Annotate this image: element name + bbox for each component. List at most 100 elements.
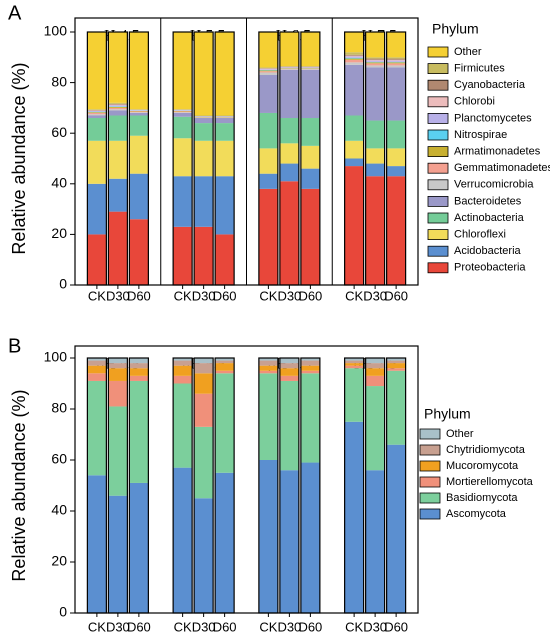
bar-segment — [108, 102, 128, 104]
bar-segment — [258, 68, 278, 69]
bar-segment — [87, 380, 107, 476]
bar-segment — [279, 66, 299, 67]
bar-segment — [300, 462, 320, 613]
legend-label: Proteobacteria — [454, 262, 526, 274]
bar-segment — [386, 166, 406, 177]
x-tick-label: CK — [259, 619, 277, 634]
bar-segment — [386, 58, 406, 60]
legend-swatch — [427, 195, 449, 207]
bar-segment — [365, 67, 385, 121]
bar-segment — [386, 444, 406, 613]
y-tick-label: 20 — [51, 553, 67, 569]
x-tick-label: D60 — [127, 288, 151, 303]
bar-segment — [108, 110, 128, 116]
bar-segment — [365, 58, 385, 60]
bar-segment — [108, 103, 128, 105]
x-tick-label: D30 — [363, 619, 387, 634]
bar-segment — [108, 106, 128, 107]
bar-segment — [344, 365, 364, 369]
bar-segment — [87, 112, 107, 113]
legend-label: Planctomycetes — [454, 112, 532, 124]
bar-segment — [300, 67, 320, 68]
bar-segment — [215, 360, 235, 364]
bar-segment — [87, 114, 107, 116]
bar-segment — [129, 135, 149, 174]
bar-segment — [344, 56, 364, 58]
bar-segment — [300, 68, 320, 69]
bar-segment — [386, 63, 406, 66]
x-tick-label: CK — [259, 288, 277, 303]
bar-segment — [87, 373, 107, 381]
bar-segment — [365, 60, 385, 62]
legend-label: Mucoromycota — [446, 460, 519, 472]
bar-segment — [365, 368, 385, 376]
bar-segment — [194, 393, 214, 427]
bar-segment — [173, 138, 193, 177]
bar-segment — [300, 358, 320, 361]
bar-segment — [194, 117, 214, 119]
bar-segment — [108, 358, 128, 364]
bar-segment — [344, 166, 364, 285]
bar-segment — [386, 360, 406, 364]
bar-segment — [258, 460, 278, 613]
x-tick-label: D60 — [384, 619, 408, 634]
bar-segment — [129, 375, 149, 381]
bar-segment — [300, 69, 320, 70]
legend-label: Ascomycota — [446, 508, 507, 520]
bar-segment — [365, 59, 385, 61]
bar-segment — [194, 123, 214, 141]
bar-segment — [129, 482, 149, 613]
y-tick-label: 0 — [59, 276, 67, 292]
bar-segment — [365, 65, 385, 68]
bar-segment — [173, 110, 193, 112]
bar-segment — [108, 406, 128, 496]
bar-segment — [87, 475, 107, 613]
bar-segment — [108, 211, 128, 285]
bar-segment — [344, 58, 364, 60]
bar-segment — [194, 358, 214, 364]
bar-segment — [215, 472, 235, 613]
bar-segment — [365, 57, 385, 59]
bar-segment — [215, 234, 235, 285]
x-tick-label: CK — [174, 619, 192, 634]
bar-segment — [344, 358, 364, 361]
bar-segment — [300, 69, 320, 119]
bar-segment — [108, 363, 128, 369]
bar-segment — [386, 57, 406, 59]
bar-segment — [279, 68, 299, 69]
bar-segment — [258, 69, 278, 71]
legend-label: Cyanobacteria — [454, 79, 526, 91]
bar-segment — [108, 105, 128, 107]
legend-swatch — [427, 262, 449, 274]
bar-segment — [129, 112, 149, 113]
bar-segment — [194, 115, 214, 116]
legend-label: Other — [446, 428, 474, 440]
bar-segment — [300, 118, 320, 146]
bar-segment — [365, 163, 385, 177]
y-tick-label: 40 — [51, 175, 67, 191]
bar-segment — [344, 57, 364, 59]
bar-segment — [129, 110, 149, 111]
bar-segment — [87, 118, 107, 141]
bar-segment — [194, 373, 214, 394]
bar-segment — [129, 219, 149, 285]
bar-segment — [129, 115, 149, 136]
legend-swatch — [419, 444, 441, 456]
bar-segment — [129, 32, 149, 110]
bar-segment — [129, 173, 149, 220]
bar-segment — [129, 363, 149, 369]
bar-segment — [194, 426, 214, 499]
legend-label: Armatimonadetes — [454, 146, 541, 158]
legend-swatch — [427, 113, 449, 124]
legend-swatch — [419, 508, 441, 520]
x-tick-label: D60 — [127, 619, 151, 634]
bar-segment — [194, 226, 214, 285]
bar-segment — [215, 123, 235, 141]
bar-segment — [365, 470, 385, 613]
y-tick-label: 80 — [51, 73, 67, 89]
bar-segment — [258, 68, 278, 70]
x-tick-label: CK — [345, 619, 363, 634]
bar-segment — [300, 68, 320, 70]
bar-segment — [129, 110, 149, 112]
y-tick-label: 20 — [51, 225, 67, 241]
